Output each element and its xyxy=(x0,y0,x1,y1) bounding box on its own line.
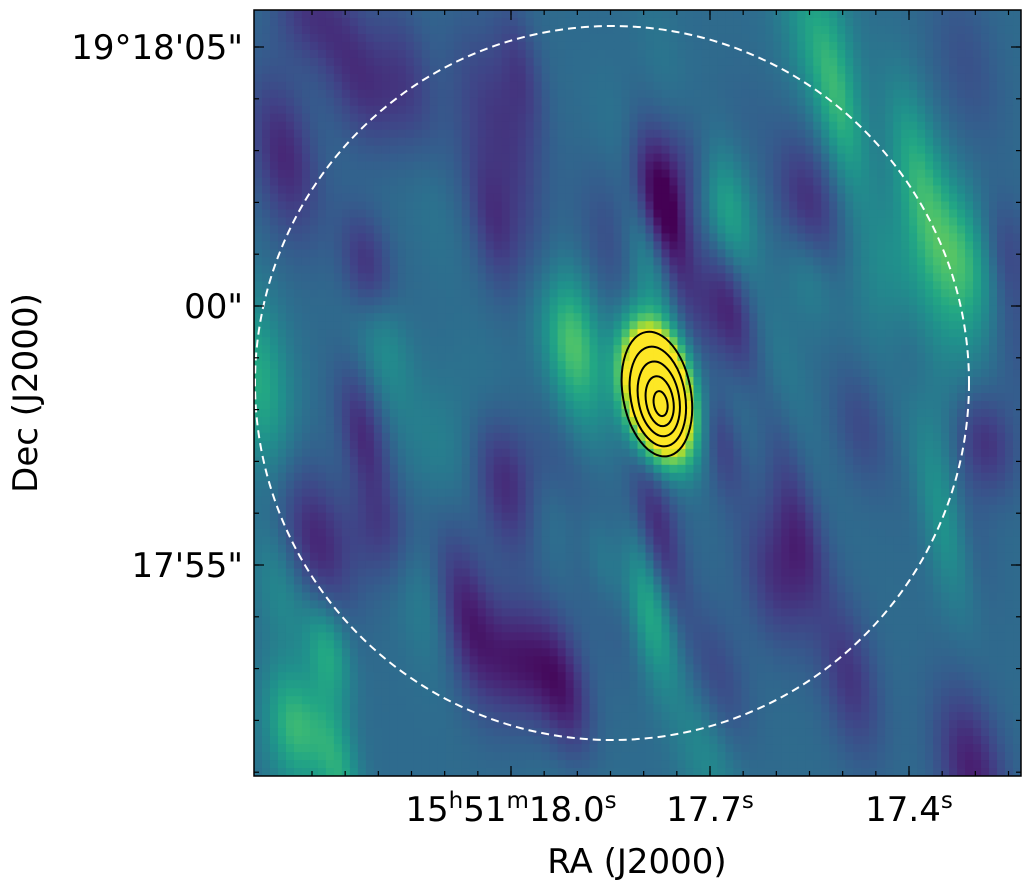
y-tick-label-1: 19°18'05" xyxy=(71,28,243,68)
y-axis-label: Dec (J2000) xyxy=(6,293,46,493)
source-contours xyxy=(620,330,694,458)
x-tick-labels: 15h51m18.0s 17.7s 17.4s xyxy=(405,788,952,830)
contour-level-5 xyxy=(652,390,669,418)
primary-beam-circle xyxy=(254,25,970,741)
x-tick-label-3: 17.4s xyxy=(865,788,953,830)
y-tick-label-3: 17'55" xyxy=(131,546,243,586)
tick-marks xyxy=(254,10,1021,776)
plot-area xyxy=(254,10,1021,776)
plot-frame xyxy=(253,9,1022,777)
x-tick-label-1: 15h51m18.0s xyxy=(405,788,616,830)
y-tick-label-2: 00" xyxy=(184,287,243,327)
contour-level-2 xyxy=(628,345,688,448)
y-tick-labels: 19°18'05" 00" 17'55" xyxy=(71,28,243,586)
x-axis-label: RA (J2000) xyxy=(547,842,726,882)
contour-level-3 xyxy=(636,360,681,438)
contour-level-1 xyxy=(620,330,694,458)
x-tick-label-2: 17.7s xyxy=(666,788,754,830)
intensity-map xyxy=(254,10,1021,776)
contour-level-4 xyxy=(644,375,675,428)
